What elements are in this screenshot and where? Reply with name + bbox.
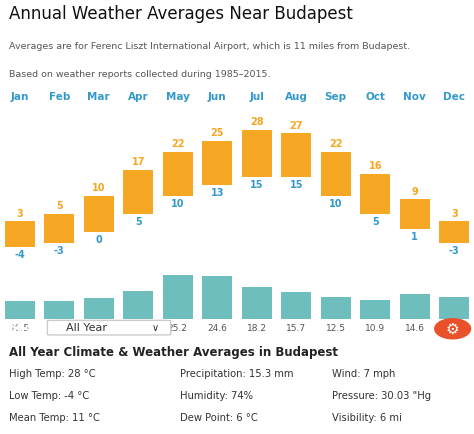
Text: 12.5: 12.5: [326, 324, 346, 333]
Bar: [123, 170, 153, 214]
Bar: [360, 174, 390, 214]
Bar: [400, 200, 429, 229]
Bar: [84, 298, 114, 319]
Text: 0: 0: [95, 235, 102, 245]
Text: 3: 3: [451, 208, 457, 218]
Bar: [202, 141, 232, 185]
Text: Nov: Nov: [403, 92, 426, 102]
Text: Jun: Jun: [208, 92, 227, 102]
Text: ∨: ∨: [152, 322, 159, 333]
Text: -3: -3: [449, 247, 460, 256]
Text: May: May: [166, 92, 190, 102]
Text: 10: 10: [92, 183, 106, 193]
Text: Averages are for Ferenc Liszt International Airport, which is 11 miles from Buda: Averages are for Ferenc Liszt Internatio…: [9, 42, 410, 51]
Text: Based on weather reports collected during 1985–2015.: Based on weather reports collected durin…: [9, 70, 271, 79]
Bar: [123, 291, 153, 319]
Bar: [400, 294, 429, 319]
Text: 27: 27: [290, 121, 303, 131]
Text: 10: 10: [329, 199, 343, 209]
Bar: [321, 152, 351, 196]
Text: 5: 5: [135, 217, 142, 227]
Text: Visibility: 6 mi: Visibility: 6 mi: [332, 413, 401, 423]
Bar: [439, 221, 469, 243]
Text: All Year: All Year: [66, 322, 107, 333]
Text: 15: 15: [250, 181, 264, 191]
Bar: [321, 297, 351, 319]
Text: Wind: 7 mph: Wind: 7 mph: [332, 369, 395, 379]
Text: Showing:: Showing:: [9, 322, 67, 333]
Text: 3: 3: [17, 208, 23, 218]
Text: Jan: Jan: [10, 92, 29, 102]
Text: Feb: Feb: [48, 92, 70, 102]
Text: Precipitation: 15.3 mm: Precipitation: 15.3 mm: [180, 369, 293, 379]
Circle shape: [435, 319, 471, 339]
Text: 5: 5: [56, 201, 63, 211]
Text: Humidity: 74%: Humidity: 74%: [180, 391, 253, 401]
Text: Mean Temp: 11 °C: Mean Temp: 11 °C: [9, 413, 100, 423]
Text: Pressure: 30.03 "Hg: Pressure: 30.03 "Hg: [332, 391, 431, 401]
Text: 22: 22: [329, 139, 343, 149]
Text: 25: 25: [210, 128, 224, 138]
FancyBboxPatch shape: [47, 320, 171, 335]
Text: 10.5: 10.5: [9, 324, 30, 333]
Bar: [242, 287, 272, 319]
Bar: [282, 292, 311, 319]
Text: 22: 22: [171, 139, 184, 149]
Text: 10.2: 10.2: [49, 324, 69, 333]
Text: Jul: Jul: [249, 92, 264, 102]
Text: 15.9: 15.9: [128, 324, 148, 333]
Text: 10.9: 10.9: [365, 324, 385, 333]
Text: 9: 9: [411, 187, 418, 197]
Text: Oct: Oct: [365, 92, 385, 102]
Text: Mar: Mar: [87, 92, 110, 102]
Bar: [84, 196, 114, 233]
Bar: [45, 214, 74, 243]
Text: ⚙: ⚙: [446, 321, 459, 336]
Text: Aug: Aug: [285, 92, 308, 102]
Text: 13: 13: [210, 188, 224, 198]
Text: 12.6: 12.6: [444, 324, 464, 333]
Text: 17: 17: [131, 157, 145, 167]
Text: 16: 16: [368, 161, 382, 171]
Text: All Year Climate & Weather Averages in Budapest: All Year Climate & Weather Averages in B…: [9, 346, 338, 359]
Bar: [202, 276, 232, 319]
Text: 10: 10: [171, 199, 184, 209]
Text: -4: -4: [14, 250, 25, 260]
Text: 14.6: 14.6: [405, 324, 425, 333]
Bar: [5, 221, 35, 247]
Text: 15: 15: [290, 181, 303, 191]
Bar: [163, 152, 192, 196]
Text: High Temp: 28 °C: High Temp: 28 °C: [9, 369, 96, 379]
Text: 15.7: 15.7: [286, 324, 306, 333]
Text: 28: 28: [250, 117, 264, 127]
Text: Dew Point: 6 °C: Dew Point: 6 °C: [180, 413, 258, 423]
Text: Apr: Apr: [128, 92, 148, 102]
Text: Dec: Dec: [443, 92, 465, 102]
Bar: [439, 297, 469, 319]
Text: 5: 5: [372, 217, 379, 227]
Text: Low Temp: -4 °C: Low Temp: -4 °C: [9, 391, 90, 401]
Text: 25.2: 25.2: [168, 324, 188, 333]
Text: 24.6: 24.6: [207, 324, 227, 333]
Text: -3: -3: [54, 247, 64, 256]
Bar: [5, 301, 35, 319]
Bar: [163, 275, 192, 319]
Bar: [360, 300, 390, 319]
Text: 12.1: 12.1: [89, 324, 109, 333]
Bar: [45, 301, 74, 319]
Text: 18.2: 18.2: [247, 324, 267, 333]
Text: 1: 1: [411, 232, 418, 242]
Text: Annual Weather Averages Near Budapest: Annual Weather Averages Near Budapest: [9, 5, 353, 23]
Bar: [242, 130, 272, 178]
Text: Sep: Sep: [325, 92, 347, 102]
Bar: [282, 134, 311, 178]
